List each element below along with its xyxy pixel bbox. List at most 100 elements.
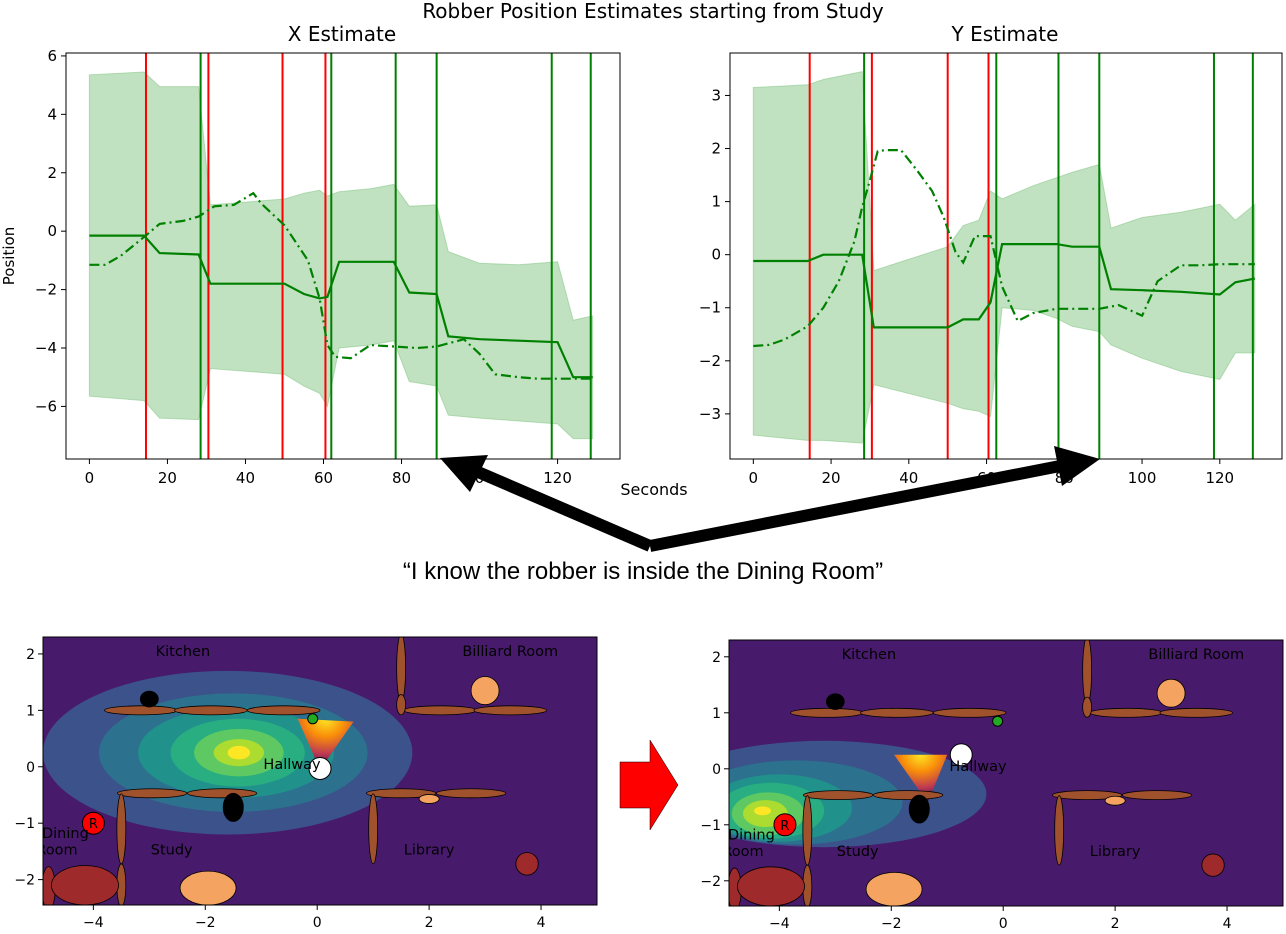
wall-segment	[186, 788, 258, 799]
x-tick-label: 60	[314, 469, 333, 487]
map-x-tick-label: 4	[1223, 916, 1232, 932]
y-tick-label: −2	[699, 352, 721, 370]
true-position-line	[753, 149, 1255, 348]
study-desk	[179, 870, 237, 905]
y-tick-label: 1	[711, 193, 721, 211]
map-y-tick-label: −1	[14, 816, 35, 832]
room-label: Study	[837, 844, 879, 860]
billiard-table	[470, 676, 500, 706]
room-label: Billiard Room	[462, 644, 558, 660]
target-marker	[992, 715, 1004, 727]
x-tick-label: 0	[749, 469, 759, 487]
room-label: Dining	[42, 826, 89, 842]
y-chart-title: Y Estimate	[951, 22, 1059, 46]
wall-segment	[1052, 790, 1123, 801]
estimate-line	[89, 234, 593, 379]
robber-marker-label: R	[780, 819, 789, 834]
wall-segment	[366, 788, 437, 799]
library-lamp	[1104, 795, 1126, 806]
x-tick-label: 80	[392, 469, 411, 487]
billiard-table	[1156, 678, 1186, 708]
map-y-tick-label: 2	[26, 647, 35, 663]
shared-xlabel: Seconds	[620, 480, 687, 499]
wall-segment	[1159, 707, 1234, 718]
robber-marker	[773, 813, 797, 837]
room-label: Billiard Room	[1148, 647, 1244, 663]
x-tick-label: 20	[822, 469, 841, 487]
map-x-tick-label: −2	[195, 915, 216, 931]
kitchen-object	[139, 690, 159, 708]
wall-segment	[1082, 640, 1093, 705]
density-contour-6	[227, 745, 251, 760]
arrow-to-x-chart	[475, 466, 653, 552]
wall-segment	[860, 707, 934, 718]
map-y-tick-label: 0	[26, 760, 35, 776]
room-label: Library	[1090, 844, 1141, 860]
transition-arrow	[619, 739, 679, 831]
x-chart-ylabel: Position	[0, 227, 18, 285]
suptitle: Robber Position Estimates starting from …	[422, 0, 884, 23]
wall-segment	[403, 705, 478, 716]
map-frame	[42, 636, 598, 906]
map-frame	[728, 639, 1284, 907]
wall-segment	[396, 637, 407, 703]
room-label: Kitchen	[842, 647, 897, 663]
robot-marker	[308, 756, 332, 780]
room-label: Room	[722, 844, 763, 860]
wall-segment	[790, 707, 864, 718]
y-tick-label: −4	[35, 339, 57, 357]
room-label: Study	[151, 843, 193, 859]
map-y-tick-label: 1	[26, 703, 35, 719]
y-tick-label: 2	[711, 140, 721, 158]
wall-segment	[803, 790, 874, 801]
room-label: Dining	[728, 827, 775, 843]
wall-segment	[368, 793, 379, 865]
arrow-head-right	[1054, 446, 1100, 486]
map-y-tick-label: −2	[700, 874, 721, 890]
y-tick-label: 2	[47, 164, 57, 182]
x-tick-label: 40	[899, 469, 918, 487]
estimate-line	[753, 243, 1256, 329]
robber-marker-label: R	[89, 817, 98, 832]
x-tick-label: 120	[1205, 469, 1234, 487]
x-tick-label: 0	[85, 469, 95, 487]
study-object	[222, 792, 244, 822]
library-chair	[515, 852, 539, 876]
true-position-line	[89, 191, 593, 380]
map-x-tick-label: −4	[83, 915, 104, 931]
wall-segment	[435, 788, 507, 799]
y-tick-label: 0	[47, 222, 57, 240]
x-tick-label: 40	[236, 469, 255, 487]
y-tick-label: 3	[711, 86, 721, 104]
room-label: Hallway	[263, 757, 321, 773]
confidence-band	[752, 70, 1256, 444]
x-chart-title: X Estimate	[288, 22, 396, 46]
map-y-tick-label: −1	[700, 818, 721, 834]
kitchen-object	[825, 693, 845, 710]
axes-frame	[729, 52, 1283, 460]
y-tick-label: −3	[699, 405, 721, 423]
map-y-tick-label: −2	[14, 873, 35, 889]
arrow-to-y-chart	[648, 460, 1062, 552]
wall-segment	[116, 793, 127, 865]
plot-area	[752, 53, 1256, 459]
map-x-tick-label: −2	[881, 916, 902, 932]
y-tick-label: −1	[699, 299, 721, 317]
map-x-tick-label: −4	[769, 916, 790, 932]
library-lamp	[418, 794, 440, 804]
confidence-band	[88, 71, 594, 440]
room-label: Library	[404, 843, 455, 859]
map-y-tick-label: 2	[712, 650, 721, 666]
target-marker	[307, 713, 319, 725]
wall-segment	[104, 705, 178, 716]
dining-table	[737, 866, 805, 906]
wall-segment	[802, 795, 813, 866]
wall-segment	[117, 788, 188, 799]
annotation-arrows	[440, 446, 1100, 552]
density-contour-6	[754, 806, 771, 816]
x-tick-label: 100	[1128, 469, 1157, 487]
